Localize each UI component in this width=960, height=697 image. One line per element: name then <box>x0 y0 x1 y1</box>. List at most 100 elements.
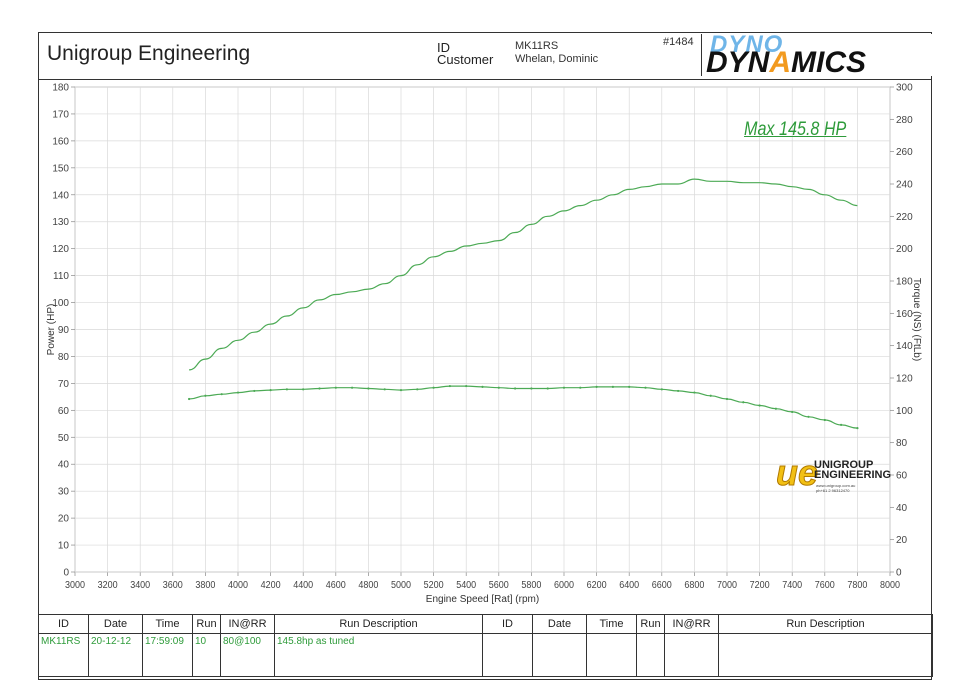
runs-col-header: ID <box>482 614 533 634</box>
y-tick-label: 120 <box>52 244 69 255</box>
table-cell: 17:59:09 <box>142 633 193 648</box>
torque-point <box>856 427 859 430</box>
torque-point <box>530 387 533 390</box>
table-cell <box>88 662 143 677</box>
runs-col-header: Run <box>636 614 665 634</box>
table-cell <box>586 662 637 677</box>
table-cell <box>664 648 719 662</box>
torque-point <box>416 388 419 391</box>
x-tick-label: 4400 <box>293 580 313 591</box>
table-cell <box>192 662 221 677</box>
table-cell <box>664 662 719 677</box>
runs-col-header: Run Description <box>274 614 483 634</box>
table-cell <box>532 633 587 648</box>
x-tick-label: 7400 <box>782 580 802 591</box>
y-tick-label: 100 <box>52 298 69 309</box>
y-tick-label: 160 <box>52 136 69 147</box>
runs-col-header: Run <box>192 614 221 634</box>
torque-point <box>774 407 778 410</box>
y2-tick-label: 180 <box>896 277 913 288</box>
x-tick-label: 7000 <box>717 580 737 591</box>
unigroup-logo: ue UNIGROUP ENGINEERING www.unigroup.com.… <box>775 452 891 496</box>
y-tick-label: 130 <box>52 217 69 228</box>
dynodynamics-logo: DYNO DYNAMICS <box>701 34 932 76</box>
table-cell <box>482 633 533 648</box>
torque-point <box>253 389 256 393</box>
torque-point <box>758 404 761 407</box>
torque-point <box>693 391 696 394</box>
x-tick-label: 7200 <box>750 580 770 591</box>
x-tick-label: 8000 <box>880 580 900 591</box>
x-tick-label: 4000 <box>228 580 248 591</box>
table-cell <box>636 648 665 662</box>
x-tick-label: 4600 <box>326 580 346 591</box>
y-axis-title: Power (HP) <box>46 304 57 356</box>
x-tick-label: 7800 <box>847 580 867 591</box>
y2-tick-label: 280 <box>896 115 913 126</box>
x-tick-label: 7600 <box>815 580 835 591</box>
y-tick-label: 80 <box>58 352 70 363</box>
table-cell <box>88 648 143 662</box>
runs-col-header: Time <box>142 614 193 634</box>
y2-tick-label: 220 <box>896 212 913 223</box>
torque-curve <box>189 385 858 429</box>
runs-footer: ID Date Time Run IN@RR Run Description ID Date T… <box>38 614 933 680</box>
torque-point <box>791 410 794 414</box>
run-number: #1484 <box>663 36 694 48</box>
torque-point <box>562 386 566 389</box>
torque-point <box>742 401 745 404</box>
torque-point <box>514 387 517 390</box>
table-row: MK11RS 20-12-12 17:59:09 10 80@100 145.8hp as… <box>38 633 933 648</box>
torque-point <box>302 388 305 391</box>
unigroup-contact: www.unigroup.com.au ph+61 2 96312470 <box>816 483 856 493</box>
table-row <box>38 662 933 677</box>
table-cell <box>192 648 221 662</box>
torque-point <box>546 387 549 390</box>
x-tick-label: 3000 <box>65 580 85 591</box>
torque-point <box>807 415 810 418</box>
x-axis-title: Engine Speed [Rat] (rpm) <box>426 594 539 605</box>
table-cell <box>482 662 533 677</box>
table-cell: MK11RS <box>38 633 89 648</box>
y2-tick-label: 80 <box>896 438 908 449</box>
runs-table: ID Date Time Run IN@RR Run Description ID Date T… <box>38 614 933 677</box>
table-cell <box>220 648 275 662</box>
table-cell <box>718 633 933 648</box>
table-cell <box>532 662 587 677</box>
y-tick-label: 90 <box>58 325 70 336</box>
runs-col-header: IN@RR <box>220 614 275 634</box>
torque-point <box>497 386 500 389</box>
logo-bottom-text: DYNAMICS <box>706 46 867 76</box>
x-tick-label: 6800 <box>684 580 704 591</box>
runs-col-header: IN@RR <box>664 614 719 634</box>
customer-label: Customer <box>437 52 494 67</box>
y-tick-label: 30 <box>58 487 70 498</box>
x-tick-label: 6400 <box>619 580 639 591</box>
x-tick-label: 4800 <box>358 580 378 591</box>
table-cell <box>586 633 637 648</box>
runs-col-header: ID <box>38 614 89 634</box>
y2-tick-label: 300 <box>896 83 913 94</box>
y-tick-label: 140 <box>52 190 69 201</box>
y-tick-label: 50 <box>58 433 70 444</box>
y2-tick-label: 120 <box>896 374 913 385</box>
torque-point <box>334 386 337 389</box>
torque-point <box>432 386 435 389</box>
x-tick-label: 5400 <box>456 580 476 591</box>
x-tick-label: 3800 <box>195 580 215 591</box>
y-tick-label: 10 <box>58 541 70 552</box>
table-cell <box>142 648 193 662</box>
table-cell: 10 <box>192 633 221 648</box>
torque-point <box>204 394 207 397</box>
x-tick-label: 6600 <box>652 580 672 591</box>
torque-point <box>399 389 403 392</box>
torque-point <box>465 384 468 388</box>
table-cell <box>636 662 665 677</box>
runs-col-header: Date <box>88 614 143 634</box>
torque-point <box>383 388 386 391</box>
table-cell <box>532 648 587 662</box>
y-tick-label: 40 <box>58 460 70 471</box>
table-row <box>38 648 933 662</box>
torque-point <box>677 389 680 393</box>
y-tick-label: 150 <box>52 163 69 174</box>
